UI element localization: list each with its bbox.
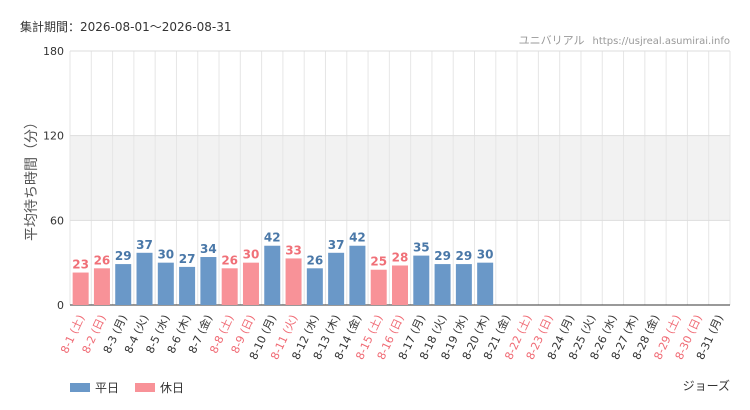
shaded-band [70, 135, 730, 221]
legend-label-holiday: 休日 [160, 381, 185, 395]
bar [349, 245, 366, 305]
bar [413, 255, 430, 305]
data-label: 26 [94, 253, 111, 267]
bar [477, 262, 494, 305]
legend-item-weekday[interactable]: 平日 [70, 379, 119, 396]
bar [264, 245, 281, 305]
data-label: 42 [264, 231, 281, 245]
legend-swatch-weekday [70, 383, 90, 392]
bar [93, 268, 110, 305]
data-label: 30 [243, 248, 260, 262]
y-tick-label: 180 [43, 45, 64, 58]
data-label: 28 [392, 250, 409, 264]
legend-label-weekday: 平日 [95, 381, 120, 395]
data-label: 26 [306, 253, 323, 267]
bar [179, 266, 196, 305]
attraction-name: ジョーズ [682, 379, 730, 393]
bar [285, 258, 302, 305]
legend: 平日 休日 [70, 379, 184, 396]
data-label: 37 [136, 238, 153, 252]
bar [221, 268, 238, 305]
bar [370, 269, 387, 305]
data-label: 30 [477, 248, 494, 262]
data-label: 42 [349, 231, 366, 245]
y-tick-label: 120 [43, 130, 64, 143]
bar [72, 272, 89, 305]
bar [242, 262, 259, 305]
bar [455, 264, 472, 305]
bar [115, 264, 132, 305]
bar [328, 252, 345, 305]
data-label: 23 [72, 258, 89, 272]
bar [200, 257, 217, 305]
legend-swatch-holiday [135, 383, 156, 392]
bar [392, 265, 408, 305]
data-label: 35 [413, 241, 430, 255]
legend-item-holiday[interactable]: 休日 [135, 379, 184, 396]
period-label: 集計期間：2026-08-01〜2026-08-31 [20, 20, 232, 34]
y-tick-label: 0 [57, 299, 64, 312]
site-url[interactable]: https://usjreal.asumirai.info [592, 36, 730, 47]
data-label: 33 [285, 243, 302, 257]
credit: ユニバリアル https://usjreal.asumirai.info [519, 32, 730, 48]
data-label: 29 [456, 249, 473, 263]
bar [434, 264, 451, 305]
park-name: ユニバリアル [518, 34, 585, 47]
data-label: 29 [115, 249, 132, 263]
data-label: 27 [179, 252, 196, 266]
data-label: 26 [221, 253, 238, 267]
bar [157, 262, 174, 305]
y-tick-label: 60 [50, 214, 64, 227]
data-label: 34 [200, 242, 217, 256]
data-label: 25 [370, 255, 387, 269]
bar [306, 268, 323, 305]
data-label: 37 [328, 238, 345, 252]
bar [136, 252, 153, 305]
data-label: 29 [434, 249, 451, 263]
data-label: 30 [157, 248, 174, 262]
y-axis-label: 平均待ち時間（分） [24, 115, 40, 241]
